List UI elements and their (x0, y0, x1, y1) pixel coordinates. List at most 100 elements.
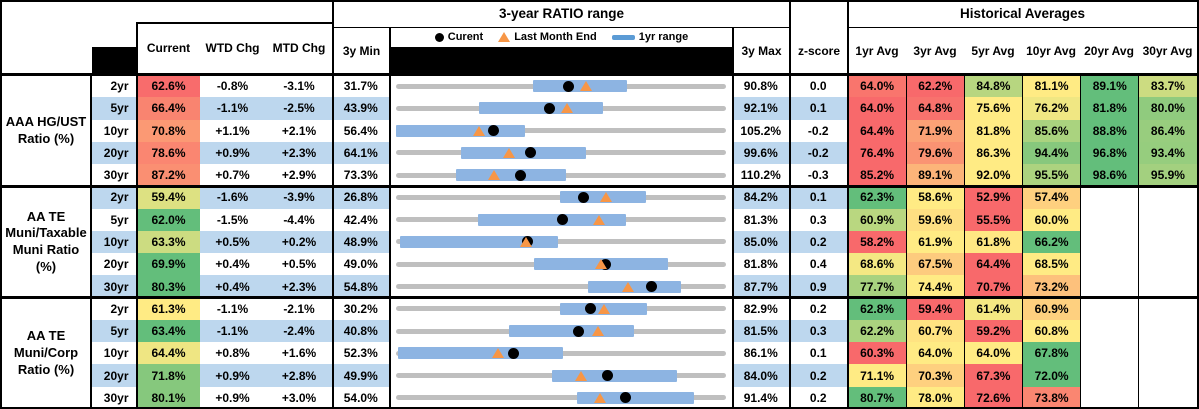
min-cell: 40.8% (333, 319, 389, 343)
grid-vline (1197, 0, 1199, 409)
zscore-cell: 0.1 (790, 97, 847, 120)
avg-cell: 95.9% (1138, 164, 1197, 187)
avg-cell: 60.7% (906, 319, 965, 343)
avg-cell: 92.0% (964, 164, 1023, 187)
range-chart-cell (390, 97, 732, 120)
avg-cell: 85.6% (1022, 119, 1081, 142)
range-chart-cell (390, 186, 732, 209)
avg-cell: 60.9% (1022, 297, 1081, 320)
mtd-chg-cell: +2.3% (265, 275, 333, 298)
column-header-10yr-avg: 10yr Avg (1026, 43, 1076, 58)
range-bar-icon (611, 34, 635, 40)
tenor-header-mask (92, 47, 136, 74)
wtd-chg-cell: -1.1% (200, 319, 265, 343)
current-dot (508, 347, 520, 359)
zscore-cell: 0.2 (809, 301, 827, 316)
mtd-chg-cell: +2.3% (265, 141, 333, 165)
avg-cell: 89.1% (906, 164, 965, 187)
grid-vline (731, 27, 734, 407)
current-cell: 69.9% (137, 253, 200, 276)
avg-cell: 80.7% (848, 386, 907, 409)
avg-cell: 61.4% (964, 297, 1023, 320)
min-cell: 31.7% (343, 79, 378, 94)
wtd-chg-cell: -0.8% (216, 79, 249, 94)
avg-cell: 96.8% (1080, 141, 1139, 165)
max-cell: 110.2% (740, 168, 781, 183)
avg-cell: 78.0% (906, 386, 965, 409)
avg-cell: 86.3% (964, 141, 1023, 165)
mtd-chg-cell: -2.1% (283, 301, 315, 316)
current-cell: 80.1% (137, 386, 200, 409)
grid-vline (0, 0, 2, 409)
grid-vline (1137, 75, 1139, 407)
avg-cell: 64.0% (964, 342, 1023, 365)
tenor-cell: 10yr (103, 346, 129, 361)
current-dot (562, 80, 574, 92)
current-cell: 59.4% (137, 186, 200, 209)
current-cell: 61.3% (137, 297, 200, 320)
wtd-chg-cell: -1.1% (200, 97, 265, 120)
column-header-wtd-chg: WTD Chg (205, 41, 260, 55)
current-cell: 71.8% (137, 364, 200, 387)
current-dot (645, 281, 657, 293)
one-year-range-bar (576, 391, 694, 404)
avg-cell (1081, 253, 1139, 275)
last-month-end-triangle (503, 147, 516, 158)
column-header-3y-min: 3y Min (342, 43, 381, 58)
current-cell: 70.8% (137, 119, 200, 142)
grid-vline (846, 0, 849, 407)
tenor-cell: 20yr (91, 141, 136, 165)
column-header-3y-max: 3y Max (741, 43, 782, 58)
mtd-chg-cell: -3.1% (283, 79, 315, 94)
avg-cell: 60.9% (848, 208, 907, 231)
min-cell: 30.2% (343, 301, 378, 316)
tenor-cell: 5yr (91, 97, 136, 120)
avg-cell (1081, 231, 1139, 253)
one-year-range-bar (396, 124, 525, 137)
current-dot (573, 325, 585, 337)
avg-cell: 70.3% (906, 364, 965, 387)
last-month-end-triangle (488, 170, 501, 181)
avg-cell (1081, 275, 1139, 297)
current-cell: 64.4% (137, 342, 200, 365)
max-cell: 91.4% (743, 390, 778, 405)
avg-cell: 67.8% (1022, 342, 1081, 365)
last-month-end-triangle (473, 125, 486, 136)
max-cell: 84.2% (733, 186, 789, 209)
max-cell: 99.6% (733, 141, 789, 165)
avg-cell: 94.4% (1022, 141, 1081, 165)
avg-cell (1081, 209, 1139, 231)
zscore-cell: 0.3 (809, 212, 827, 227)
grid-hline (333, 26, 790, 28)
range-chart-cell (390, 253, 732, 276)
avg-cell: 64.8% (906, 97, 965, 120)
range-track (396, 284, 726, 290)
avg-cell: 59.6% (906, 208, 965, 231)
legend-label-last-month-end: Last Month End (514, 31, 597, 43)
wtd-chg-cell: +0.4% (200, 275, 265, 298)
current-dot (556, 214, 568, 226)
avg-cell: 85.2% (848, 164, 907, 187)
range-track (396, 128, 726, 134)
avg-cell (1139, 364, 1197, 386)
avg-cell: 64.0% (906, 342, 965, 365)
range-chart-cell (390, 275, 732, 298)
wtd-chg-cell: +0.8% (215, 346, 250, 361)
last-month-end-triangle (599, 192, 612, 203)
current-cell: 80.3% (137, 275, 200, 298)
avg-cell: 98.6% (1080, 164, 1139, 187)
current-cell: 63.4% (137, 319, 200, 343)
zscore-cell: 0.2 (809, 390, 827, 405)
avg-cell: 64.4% (964, 253, 1023, 276)
range-chart-cell (390, 164, 732, 187)
avg-cell: 72.6% (964, 386, 1023, 409)
grid-vline (331, 0, 334, 407)
range-chart-cell (390, 342, 732, 365)
last-month-end-triangle (519, 236, 532, 247)
avg-cell: 81.8% (1080, 97, 1139, 120)
max-cell: 81.3% (743, 212, 778, 227)
legend-item-1yr-range: 1yr range (611, 31, 688, 43)
min-cell: 26.8% (333, 186, 389, 209)
tenor-cell: 2yr (110, 301, 129, 316)
